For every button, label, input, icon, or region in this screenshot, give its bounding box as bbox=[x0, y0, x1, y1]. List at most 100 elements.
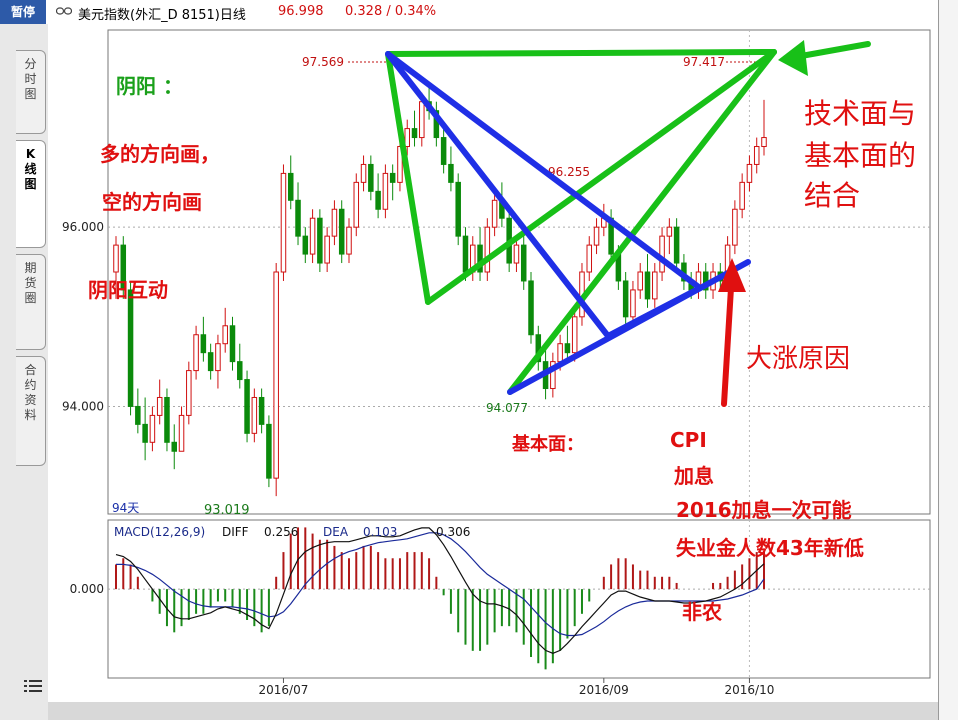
candlestick-series bbox=[113, 86, 767, 497]
price-panel-frame bbox=[107, 29, 931, 515]
tab-futures-circle[interactable]: 期货圈 bbox=[16, 254, 46, 350]
annotation-tech-fund-2: 基本面的 bbox=[804, 139, 917, 172]
tab-intraday-label: 分时图 bbox=[24, 57, 37, 101]
link-icon bbox=[56, 7, 72, 15]
dea-value: 0.103 bbox=[363, 525, 397, 539]
tab-futures-circle-label: 期货圈 bbox=[24, 261, 37, 305]
diff-line bbox=[115, 527, 765, 654]
candle-body bbox=[462, 235, 469, 273]
red-arrow-head bbox=[718, 258, 746, 292]
diff-label: DIFF bbox=[222, 525, 249, 539]
candle-body bbox=[317, 217, 323, 264]
candle-body bbox=[171, 441, 178, 452]
mid-price-label: 96.255 bbox=[548, 165, 590, 179]
candle-body bbox=[331, 208, 338, 237]
blue-down-line-1 bbox=[385, 51, 611, 339]
annotation-fundamentals: 基本面： bbox=[512, 434, 584, 455]
candle-body bbox=[164, 396, 170, 443]
candle-body bbox=[433, 110, 440, 139]
candle-body bbox=[193, 334, 199, 372]
candle-body bbox=[200, 334, 207, 354]
candle-body bbox=[113, 244, 119, 273]
period-days-label: 94天 bbox=[112, 501, 139, 515]
annotation-cpi: CPI bbox=[670, 428, 707, 452]
dea-label: DEA bbox=[323, 525, 349, 539]
annotation-unemployment: 失业金人数43年新低 bbox=[676, 536, 864, 560]
macd-panel: MACD(12,26,9) DIFF 0.256 DEA 0.103 0.306 bbox=[114, 525, 765, 670]
bottom-scroll-strip[interactable] bbox=[48, 702, 938, 720]
macd-title: MACD(12,26,9) bbox=[114, 525, 205, 539]
right-high-price-label: 97.417 bbox=[683, 55, 725, 69]
candle-body bbox=[338, 208, 345, 255]
annotation-long-direction: 多的方向画， bbox=[100, 142, 220, 166]
candle-body bbox=[244, 379, 250, 434]
candle-body bbox=[186, 370, 192, 416]
candle-body bbox=[557, 343, 563, 363]
candle-body bbox=[207, 352, 214, 372]
x-tick-label: 2016/10 bbox=[725, 683, 775, 697]
annotation-rate-hike: 加息 bbox=[674, 464, 714, 488]
candle-body bbox=[280, 172, 287, 273]
candle-body bbox=[673, 226, 680, 264]
right-scroll-strip[interactable] bbox=[938, 0, 958, 720]
candle-body bbox=[593, 226, 600, 246]
green-bull-line bbox=[507, 49, 777, 395]
candle-body bbox=[419, 101, 425, 139]
candle-body bbox=[622, 280, 629, 318]
annotation-tech-fund-1: 技术面与 bbox=[804, 97, 917, 130]
instrument-title: 美元指数(外汇_D 8151)日线 bbox=[78, 8, 246, 23]
red-arrow-shaft bbox=[721, 285, 734, 407]
candle-body bbox=[266, 423, 272, 479]
candle-body bbox=[484, 226, 491, 273]
candle-body bbox=[360, 163, 367, 183]
candle-body bbox=[513, 244, 520, 264]
candle-body bbox=[222, 325, 228, 345]
menu-icon[interactable] bbox=[22, 676, 44, 696]
candle-body bbox=[346, 226, 352, 255]
annotation-hike-2016: 2016加息一次可能 bbox=[676, 498, 852, 522]
candle-body bbox=[448, 163, 454, 183]
blue-down-line-2 bbox=[385, 51, 703, 291]
candle-body bbox=[732, 208, 738, 246]
pause-button[interactable]: 暂停 bbox=[0, 0, 46, 24]
x-tick-label: 2016/09 bbox=[579, 683, 629, 697]
candle-body bbox=[127, 289, 134, 407]
candle-body bbox=[309, 217, 316, 255]
price-tick-label: 94.000 bbox=[62, 399, 104, 413]
green-left-line bbox=[385, 51, 431, 305]
annotation-short-direction: 空的方向画 bbox=[102, 190, 202, 214]
macd-tick-label: 0.000 bbox=[70, 582, 104, 596]
candle-body bbox=[273, 271, 279, 479]
candle-body bbox=[630, 289, 636, 318]
tab-kline-label: K线图 bbox=[24, 147, 37, 191]
candle-body bbox=[353, 181, 360, 228]
candle-body bbox=[229, 325, 236, 363]
candle-body bbox=[411, 128, 418, 139]
candle-body bbox=[382, 172, 389, 210]
green-top-line bbox=[385, 49, 777, 57]
candle-body bbox=[215, 343, 221, 372]
candle-body bbox=[324, 235, 330, 264]
candle-body bbox=[156, 396, 163, 416]
candle-body bbox=[135, 405, 141, 425]
candle-body bbox=[520, 244, 527, 282]
candle-body bbox=[550, 361, 556, 390]
candle-body bbox=[491, 199, 498, 228]
candle-body bbox=[652, 271, 658, 300]
candle-body bbox=[287, 172, 294, 201]
candle-body bbox=[295, 199, 301, 237]
x-tick-label: 2016/07 bbox=[259, 683, 309, 697]
candle-body bbox=[739, 181, 745, 210]
annotation-yin-yang: 阴阳 ： bbox=[116, 74, 183, 98]
price-tick-label: 96.000 bbox=[62, 220, 104, 234]
tab-kline[interactable]: K线图 bbox=[16, 140, 46, 248]
candle-body bbox=[237, 361, 243, 381]
annotation-big-rise: 大涨原因 bbox=[746, 344, 851, 374]
candle-body bbox=[746, 163, 753, 183]
candle-body bbox=[178, 414, 185, 452]
candle-body bbox=[142, 423, 148, 443]
tab-intraday[interactable]: 分时图 bbox=[16, 50, 46, 134]
candle-body bbox=[302, 235, 309, 255]
annotation-interaction: 阴阳互动 bbox=[88, 278, 168, 302]
tab-contract-info[interactable]: 合约资料 bbox=[16, 356, 46, 466]
